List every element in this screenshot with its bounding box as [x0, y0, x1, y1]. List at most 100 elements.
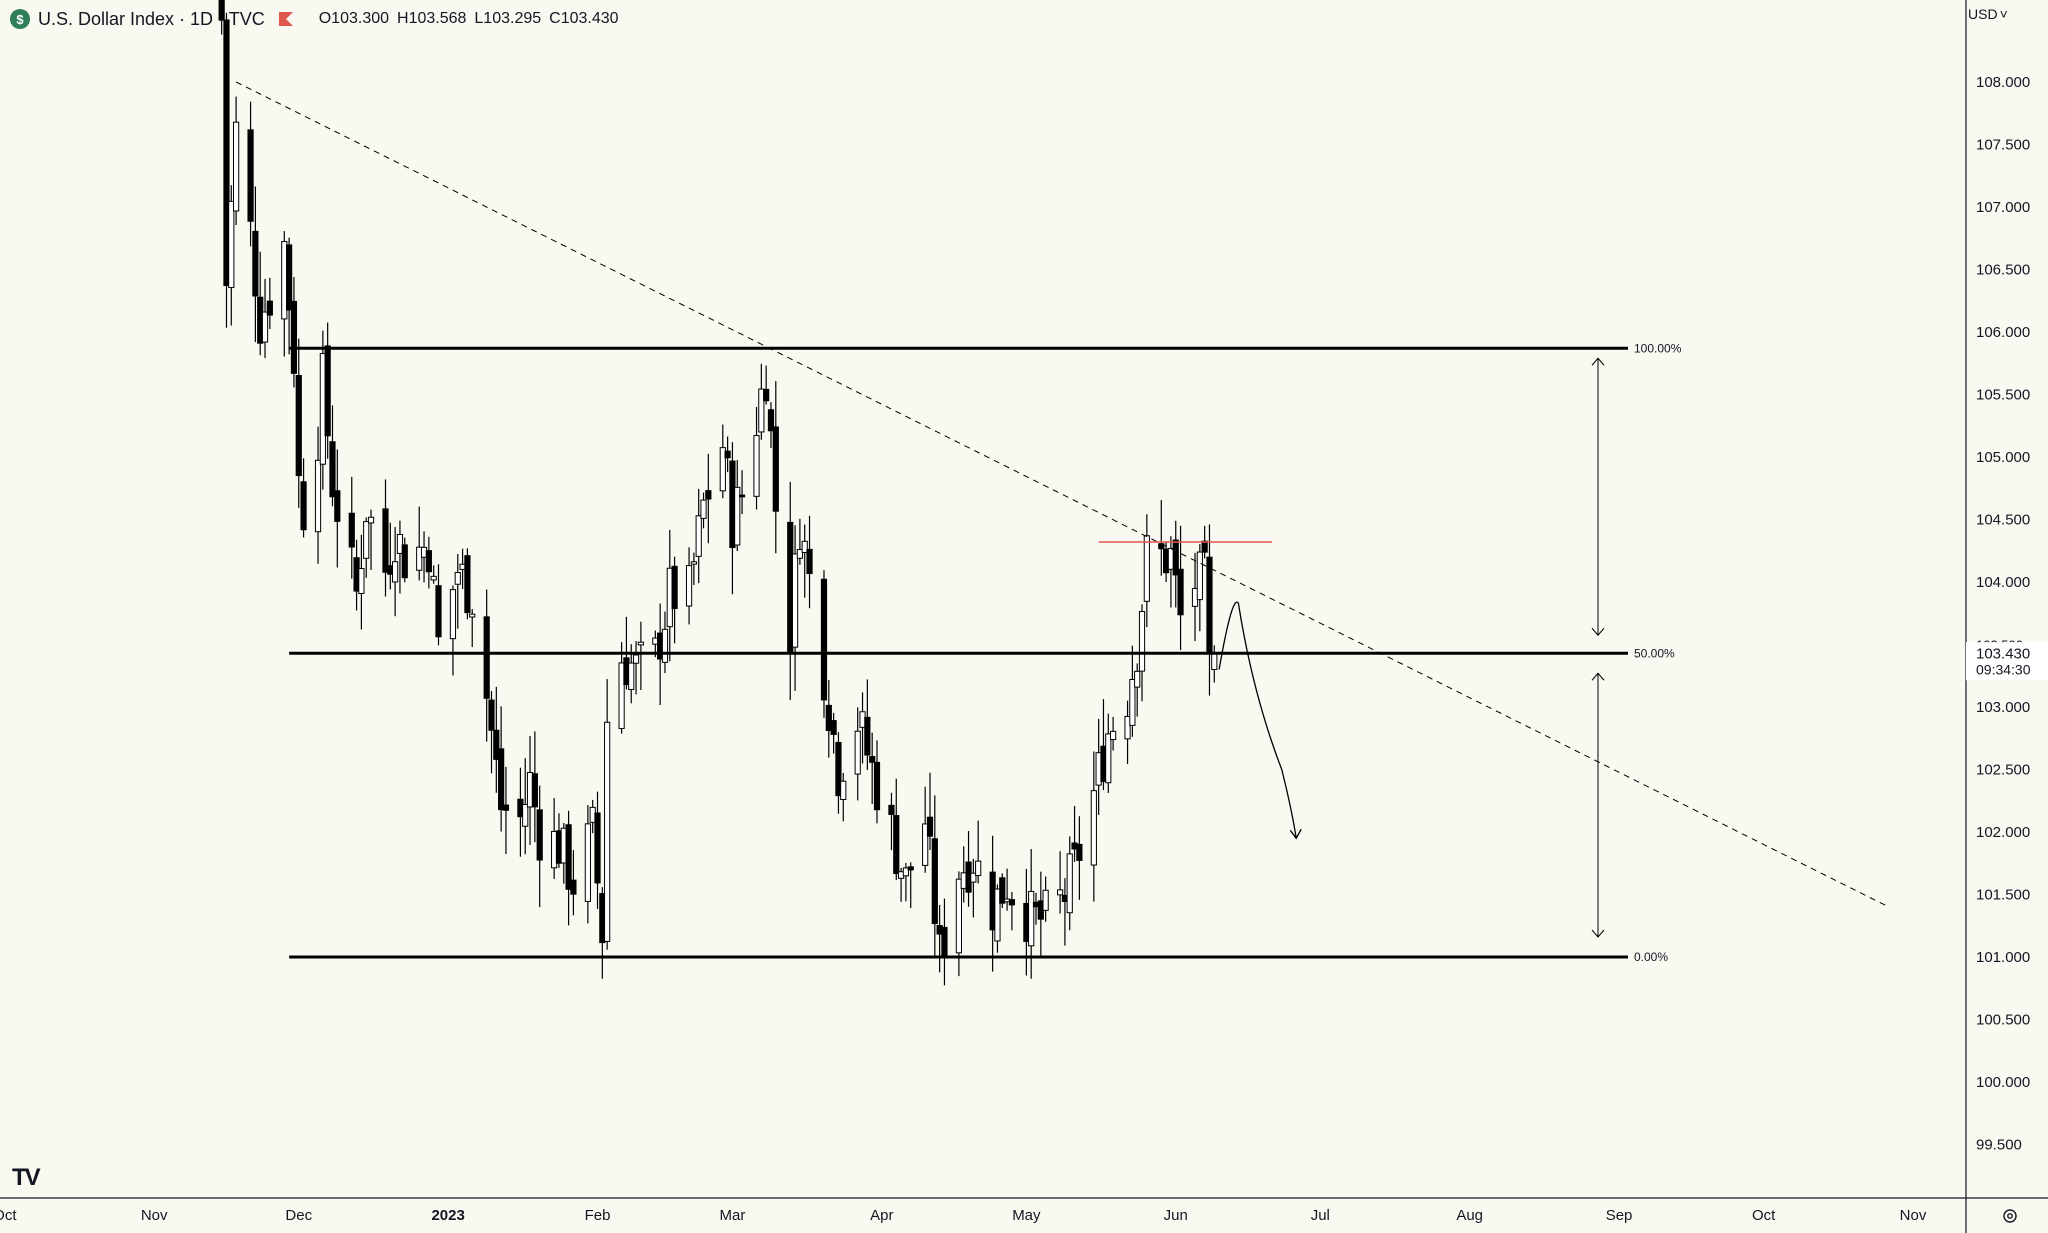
- time-tick-label: Feb: [585, 1207, 611, 1224]
- candle-body-2023-05-02: [1028, 890, 1035, 947]
- candle-body-2023-03-20: [820, 578, 828, 701]
- candle-body-2022-11-30: [290, 300, 298, 374]
- candle-body-2023-04-10: [922, 823, 929, 866]
- time-tick-label: Oct: [0, 1207, 17, 1224]
- currency-dropdown[interactable]: USD ˅: [1968, 6, 2008, 22]
- candle-body-2022-12-26: [416, 546, 423, 571]
- candle-body-2022-11-16: [223, 19, 230, 287]
- candle-body-2023-01-05: [464, 555, 471, 614]
- candle-body-2022-12-23: [401, 544, 408, 579]
- candle-body-2022-12-28: [425, 550, 432, 573]
- candle-body-2023-04-26: [999, 877, 1006, 904]
- candle-body-2023-05-23: [1129, 679, 1136, 726]
- price-tick-label: 101.000: [1976, 949, 2030, 966]
- time-tick-label: Apr: [870, 1207, 893, 1224]
- candle-body-2023-06-08: [1206, 556, 1213, 653]
- candle-body-2022-12-15: [363, 521, 370, 559]
- last-price-label: 103.430: [1976, 645, 2030, 662]
- candle-body-2023-01-03: [454, 572, 461, 585]
- fib-level-label: 100.00%: [1634, 341, 1682, 355]
- price-tick-label: 107.000: [1976, 199, 2030, 216]
- candle-body-2023-03-14: [791, 553, 799, 648]
- candle-body-2023-04-25: [994, 888, 1001, 942]
- candle-body-2023-01-20: [536, 809, 543, 861]
- candle-body-2022-12-12: [348, 512, 355, 548]
- candle-body-2023-06-06: [1196, 551, 1203, 601]
- time-tick-label: 2023: [431, 1207, 464, 1224]
- candle-body-2023-03-09: [767, 409, 775, 432]
- time-tick-label: Jun: [1164, 1207, 1188, 1224]
- candle-body-2023-02-28: [724, 450, 731, 459]
- candle-body-2023-01-09: [483, 616, 490, 699]
- candle-body-2022-12-29: [430, 575, 437, 581]
- time-tick-label: Mar: [720, 1207, 746, 1224]
- settings-gear-icon[interactable]: [2000, 1206, 2020, 1226]
- high-value: H103.568: [397, 10, 467, 27]
- candle-body-2023-01-26: [565, 824, 572, 890]
- price-tick-label: 103.000: [1976, 699, 2030, 716]
- symbol-header: $ U.S. Dollar Index · 1D · TVC O103.300 …: [10, 6, 619, 32]
- time-tick-label: Sep: [1606, 1207, 1633, 1224]
- candle-body-2022-12-16: [367, 516, 375, 524]
- fib-level-label: 0.00%: [1634, 950, 1668, 964]
- candle-body-2023-05-08: [1056, 889, 1064, 896]
- candle-body-2023-04-14: [941, 926, 948, 957]
- candle-body-2023-02-17: [671, 565, 678, 609]
- candle-body-2023-03-02: [734, 486, 741, 546]
- candle-body-2023-03-27: [854, 730, 861, 775]
- candle-body-2023-03-17: [806, 548, 813, 575]
- price-tick-label: 105.500: [1976, 387, 2030, 404]
- candle-body-2023-05-12: [1076, 843, 1083, 861]
- open-value: O103.300: [318, 10, 390, 27]
- candle-body-2022-12-21: [392, 561, 399, 583]
- candle-body-2023-03-06: [753, 435, 760, 497]
- candle-body-2023-03-07: [758, 388, 765, 433]
- candle-body-2023-03-29: [864, 716, 871, 756]
- time-tick-label: Nov: [1900, 1207, 1927, 1224]
- candle-body-2023-06-02: [1177, 568, 1184, 616]
- candle-body-2022-12-22: [396, 533, 404, 554]
- candle-body-2023-02-27: [719, 447, 726, 492]
- candle-body-2023-03-22: [830, 720, 837, 735]
- candle-body-2023-05-05: [1042, 889, 1049, 911]
- close-value: C103.430: [549, 10, 619, 27]
- currency-label: USD: [1968, 6, 1998, 22]
- candle-body-2022-11-24: [261, 311, 269, 343]
- candle-body-2023-01-02: [449, 589, 457, 640]
- candle-body-2023-01-17: [522, 803, 529, 827]
- candle-body-2023-04-20: [970, 872, 977, 883]
- candle-body-2023-03-23: [835, 741, 842, 797]
- price-tick-label: 100.500: [1976, 1012, 2030, 1029]
- measure-arrow-upper-head: [1591, 357, 1605, 366]
- candle-body-2023-04-28: [1008, 899, 1016, 906]
- candle-body-2023-03-03: [738, 494, 746, 498]
- candle-body-2023-02-21: [690, 561, 697, 565]
- candle-body-2022-12-01: [295, 375, 302, 477]
- forecast-path: [1218, 601, 1297, 839]
- time-tick-label: Aug: [1456, 1207, 1483, 1224]
- candle-body-2023-05-18: [1105, 733, 1112, 784]
- bar-countdown-label: 09:34:30: [1976, 661, 2031, 677]
- tradingview-logo-icon[interactable]: TV: [12, 1164, 41, 1191]
- time-tick-label: Nov: [141, 1207, 168, 1224]
- candle-body-2022-12-30: [435, 585, 442, 638]
- candle-body-2023-01-11: [493, 729, 500, 760]
- candle-body-2023-05-22: [1124, 715, 1131, 740]
- price-tick-label: 104.500: [1976, 512, 2030, 529]
- flag-icon[interactable]: [278, 12, 293, 26]
- candle-body-2023-02-09: [632, 654, 640, 664]
- candle-body-2022-11-15: [218, 0, 225, 21]
- candle-body-2022-12-14: [358, 568, 365, 594]
- symbol-title[interactable]: U.S. Dollar Index · 1D · TVC: [38, 8, 265, 29]
- candle-body-2023-01-13: [502, 804, 510, 811]
- price-tick-label: 108.000: [1976, 74, 2030, 91]
- candle-body-2023-04-03: [888, 804, 895, 815]
- candle-body-2023-01-19: [531, 773, 538, 808]
- candle-body-2023-03-16: [801, 540, 808, 553]
- candle-body-2023-02-10: [637, 641, 644, 646]
- price-tick-label: 104.000: [1976, 574, 2030, 591]
- candle-body-2023-06-07: [1201, 540, 1208, 553]
- price-tick-label: 102.000: [1976, 824, 2030, 841]
- candle-body-2023-05-19: [1110, 730, 1117, 741]
